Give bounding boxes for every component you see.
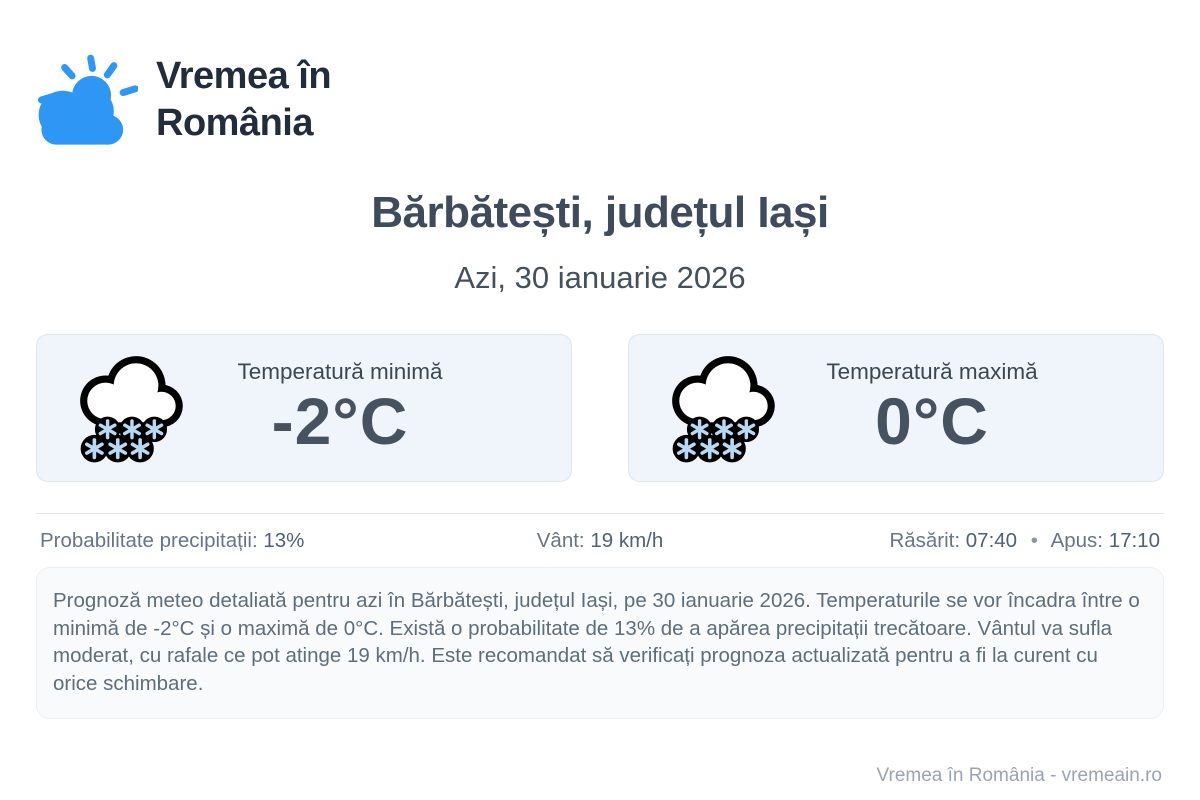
page-date: Azi, 30 ianuarie 2026	[454, 260, 746, 295]
precipitation-label: Probabilitate precipitații:	[40, 529, 258, 552]
precipitation-value: 13%	[263, 529, 305, 552]
sunset-label: Apus:	[1050, 529, 1103, 552]
max-temperature-card: Temperatură maximă 0°C	[628, 334, 1164, 482]
weather-info-row: Probabilitate precipitații: 13% Vânt: 19…	[36, 529, 1164, 553]
max-temperature-value: 0°C	[875, 384, 989, 459]
forecast-description: Prognoză meteo detaliată pentru azi în B…	[36, 567, 1164, 719]
temperature-cards: Temperatură minimă -2°C Temperatură maxi…	[36, 334, 1164, 482]
footer-credit: Vremea în România - vremeain.ro	[876, 765, 1162, 786]
logo-text: Vremea în România	[156, 53, 332, 147]
dot-separator: •	[1030, 529, 1038, 552]
min-temperature-value: -2°C	[271, 384, 409, 459]
site-logo[interactable]: Vremea în România	[34, 0, 1164, 148]
min-temperature-label: Temperatură minimă	[237, 359, 443, 385]
snow-cloud-icon	[663, 348, 787, 468]
divider	[36, 513, 1164, 514]
page-title: Bărbătești, județul Iași	[371, 188, 829, 237]
precipitation-info: Probabilitate precipitații: 13%	[40, 529, 537, 553]
sunset-value: 17:10	[1108, 529, 1160, 552]
logo-line2: România	[156, 102, 313, 144]
wind-info: Vânt: 19 km/h	[537, 529, 664, 553]
max-temperature-label: Temperatură maximă	[826, 359, 1038, 385]
sunrise-value: 07:40	[965, 529, 1018, 552]
sun-times-info: Răsărit: 07:40 • Apus: 17:10	[889, 529, 1160, 553]
sun-cloud-logo-icon	[37, 54, 138, 145]
snow-cloud-icon	[71, 348, 195, 468]
sunrise-label: Răsărit:	[889, 529, 961, 552]
wind-label: Vânt:	[536, 529, 585, 552]
logo-line1: Vremea în	[156, 54, 332, 97]
min-temperature-card: Temperatură minimă -2°C	[36, 334, 572, 482]
wind-value: 19 km/h	[590, 529, 664, 552]
